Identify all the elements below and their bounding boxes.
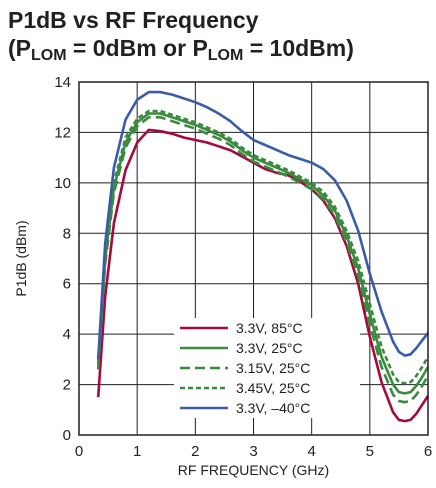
x-tick-label: 1 <box>133 443 141 460</box>
x-tick-label: 0 <box>75 443 83 460</box>
title-fragment: (P <box>8 35 31 61</box>
legend-label: 3.3V, 85°C <box>236 320 303 336</box>
x-tick-label: 4 <box>307 443 315 460</box>
y-tick-label: 2 <box>63 377 71 394</box>
y-axis-label: P1dB (dBm) <box>13 220 29 296</box>
grid <box>79 82 428 435</box>
x-tick-label: 5 <box>366 443 374 460</box>
plot-frame <box>78 81 429 436</box>
y-tick-label: 14 <box>54 74 71 91</box>
x-tick-label: 3 <box>249 443 257 460</box>
title-subscript: LOM <box>31 47 67 64</box>
series-lines <box>96 90 430 423</box>
y-tick-label: 10 <box>54 175 71 192</box>
y-tick-label: 12 <box>54 124 71 141</box>
y-tick-label: 8 <box>63 225 71 242</box>
legend-label: 3.45V, 25°C <box>236 380 310 396</box>
chart-title: P1dB vs RF Frequency (PLOM = 0dBm or PLO… <box>8 6 436 64</box>
chart-title-line-1: P1dB vs RF Frequency <box>8 7 259 33</box>
series-line <box>96 112 430 395</box>
title-fragment: = 10dBm) <box>243 35 354 61</box>
y-tick-labels: 0 2 4 6 8 10 12 14 <box>54 74 71 444</box>
legend-label: 3.3V, –40°C <box>236 400 310 416</box>
title-subscript: LOM <box>207 47 244 64</box>
legend: 3.3V, 85°C 3.3V, 25°C 3.15V, 25°C 3.45V, 25… <box>174 318 360 418</box>
y-tick-label: 0 <box>63 427 71 444</box>
title-fragment: = 0dBm or P <box>66 35 208 61</box>
legend-label: 3.3V, 25°C <box>236 340 303 356</box>
series-line <box>96 109 430 385</box>
x-tick-label: 2 <box>191 443 199 460</box>
series-line <box>96 90 430 360</box>
x-axis-label: RF FREQUENCY (GHz) <box>178 462 329 478</box>
legend-label: 3.15V, 25°C <box>236 360 310 376</box>
y-tick-label: 6 <box>63 276 71 293</box>
x-tick-labels: 0 1 2 3 4 5 6 <box>75 443 432 460</box>
chart-title-line-2: (PLOM = 0dBm or PLOM = 10dBm) <box>8 34 436 64</box>
x-tick-label: 6 <box>424 443 432 460</box>
series-line <box>96 128 430 423</box>
y-tick-label: 4 <box>63 326 71 343</box>
